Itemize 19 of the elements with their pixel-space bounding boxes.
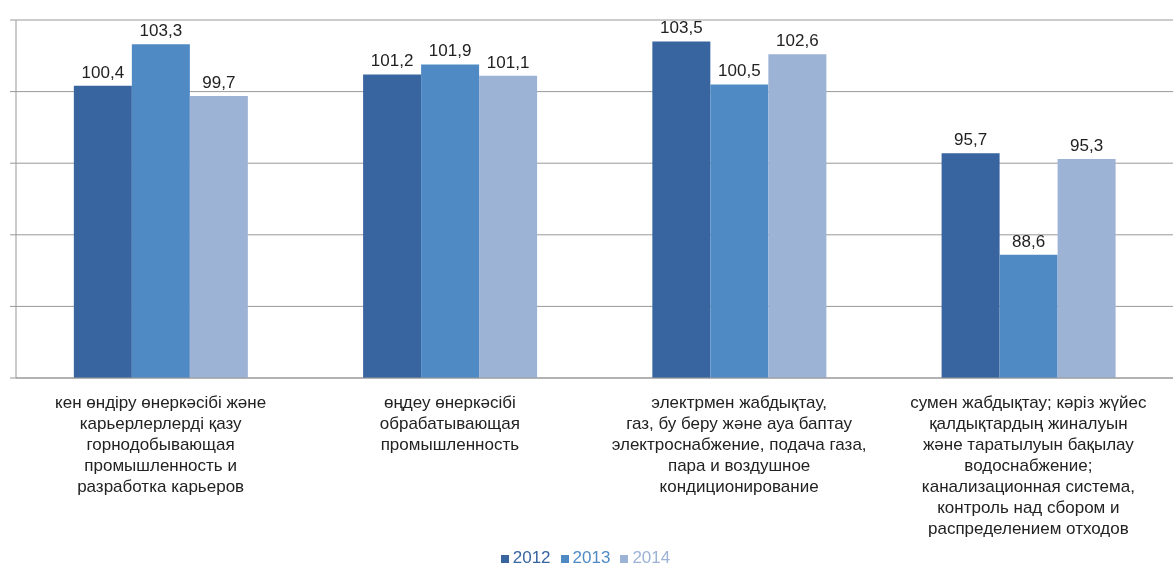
- data-label: 101,2: [370, 51, 414, 71]
- x-tick-label: сумен жабдықтау; кәріз жүйес қалдықтардың жиналуын және таратылуын бақылау водоснабжение; канализационная система, контроль над сбором и распределением отходов: [910, 393, 1147, 538]
- data-label: 103,5: [660, 18, 703, 38]
- data-label: 101,9: [428, 41, 472, 61]
- x-tick-label: өңдеу өнеркәсібі обрабатывающая промышленность: [379, 393, 520, 454]
- x-tick-label: электрмен жабдықтау, газ, бу беру және ауа баптау электроснабжение, подача газа, пара и воздушное кондиционирование: [611, 393, 867, 496]
- data-label: 95,3: [1070, 135, 1104, 155]
- x-tick-label: кен өндіру өнеркәсібі және карьерлерлерді қазу горнодобывающая промышленность и разработка карьеров: [55, 393, 267, 496]
- data-label: 100,5: [718, 61, 761, 81]
- data-label: 99,7: [202, 72, 236, 92]
- data-label: 103,3: [139, 21, 183, 41]
- legend-label: 2012: [512, 548, 551, 567]
- legend-label: 2013: [572, 548, 611, 567]
- legend-label: 2014: [632, 548, 671, 567]
- data-label: 88,6: [1012, 231, 1046, 251]
- data-label: 101,1: [486, 52, 530, 72]
- data-label: 95,7: [954, 130, 988, 150]
- data-label: 102,6: [776, 31, 819, 51]
- data-label: 100,4: [81, 62, 125, 82]
